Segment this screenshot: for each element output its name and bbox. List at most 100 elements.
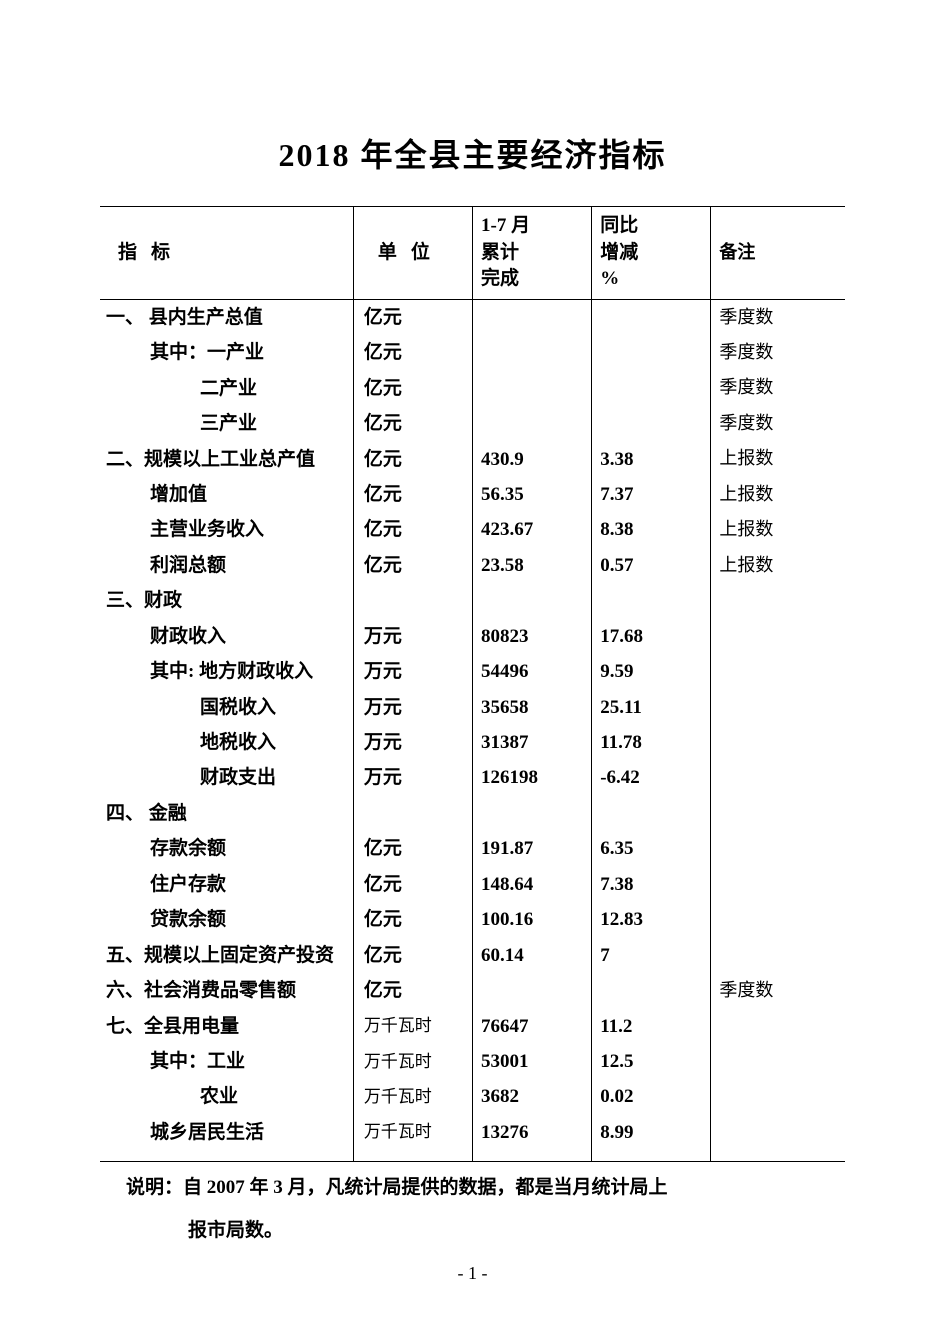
header-change: 同比增减% (592, 207, 711, 300)
cell-change (592, 583, 711, 618)
cell-change: 8.99 (592, 1115, 711, 1162)
cell-indicator: 城乡居民生活 (100, 1115, 353, 1162)
cell-note (711, 654, 845, 689)
cell-change (592, 299, 711, 335)
cell-indicator: 增加值 (100, 477, 353, 512)
cell-change: 0.57 (592, 548, 711, 583)
cell-note (711, 1009, 845, 1044)
cell-note: 上报数 (711, 548, 845, 583)
cell-indicator: 其中: 地方财政收入 (100, 654, 353, 689)
cell-unit: 万元 (353, 690, 472, 725)
cell-value (473, 406, 592, 441)
cell-value: 13276 (473, 1115, 592, 1162)
cell-indicator: 五、规模以上固定资产投资 (100, 938, 353, 973)
cell-indicator: 财政支出 (100, 760, 353, 795)
table-row: 三、财政 (100, 583, 845, 618)
cell-indicator: 一、 县内生产总值 (100, 299, 353, 335)
cell-note (711, 583, 845, 618)
cell-note: 季度数 (711, 371, 845, 406)
cell-unit: 亿元 (353, 831, 472, 866)
cell-indicator: 农业 (100, 1079, 353, 1114)
table-row: 其中：一产业亿元季度数 (100, 335, 845, 370)
cell-indicator: 贷款余额 (100, 902, 353, 937)
cell-note (711, 796, 845, 831)
cell-value: 35658 (473, 690, 592, 725)
table-row: 贷款余额亿元100.1612.83 (100, 902, 845, 937)
header-note: 备注 (711, 207, 845, 300)
cell-note (711, 1079, 845, 1114)
table-row: 农业万千瓦时36820.02 (100, 1079, 845, 1114)
cell-unit: 万千瓦时 (353, 1009, 472, 1044)
cell-note (711, 938, 845, 973)
page-number: - 1 - (0, 1263, 945, 1284)
header-value: 1-7 月累计完成 (473, 207, 592, 300)
cell-value (473, 583, 592, 618)
page-title: 2018 年全县主要经济指标 (100, 130, 845, 176)
table-row: 主营业务收入亿元423.678.38上报数 (100, 512, 845, 547)
table-row: 利润总额亿元23.580.57上报数 (100, 548, 845, 583)
table-header-row: 指标 单位 1-7 月累计完成 同比增减% 备注 (100, 207, 845, 300)
table-row: 四、 金融 (100, 796, 845, 831)
table-row: 二产业亿元 季度数 (100, 371, 845, 406)
cell-unit: 亿元 (353, 867, 472, 902)
table-row: 国税收入万元3565825.11 (100, 690, 845, 725)
cell-unit: 亿元 (353, 299, 472, 335)
cell-indicator: 其中：一产业 (100, 335, 353, 370)
cell-change: 17.68 (592, 619, 711, 654)
cell-value: 23.58 (473, 548, 592, 583)
cell-change: 8.38 (592, 512, 711, 547)
cell-unit: 亿元 (353, 371, 472, 406)
cell-change: -6.42 (592, 760, 711, 795)
cell-unit: 亿元 (353, 512, 472, 547)
table-row: 一、 县内生产总值亿元 季度数 (100, 299, 845, 335)
cell-value: 80823 (473, 619, 592, 654)
cell-value: 76647 (473, 1009, 592, 1044)
cell-change (592, 335, 711, 370)
cell-change: 12.83 (592, 902, 711, 937)
cell-value (473, 335, 592, 370)
table-row: 财政支出万元126198-6.42 (100, 760, 845, 795)
cell-change: 7 (592, 938, 711, 973)
table-row: 其中：工业万千瓦时5300112.5 (100, 1044, 845, 1079)
cell-unit (353, 796, 472, 831)
cell-note (711, 690, 845, 725)
cell-change: 11.78 (592, 725, 711, 760)
explanation-line1: 说明：自 2007 年 3 月，凡统计局提供的数据，都是当月统计局上 (100, 1172, 845, 1204)
cell-value: 60.14 (473, 938, 592, 973)
cell-value (473, 371, 592, 406)
cell-unit: 亿元 (353, 938, 472, 973)
cell-note (711, 867, 845, 902)
cell-indicator: 七、全县用电量 (100, 1009, 353, 1044)
cell-unit: 万元 (353, 760, 472, 795)
cell-unit: 亿元 (353, 548, 472, 583)
cell-unit: 亿元 (353, 442, 472, 477)
cell-indicator: 二、规模以上工业总产值 (100, 442, 353, 477)
table-row: 住户存款亿元148.647.38 (100, 867, 845, 902)
table-row: 财政收入万元8082317.68 (100, 619, 845, 654)
cell-indicator: 住户存款 (100, 867, 353, 902)
cell-indicator: 二产业 (100, 371, 353, 406)
explanation-line2: 报市局数。 (100, 1215, 845, 1247)
table-row: 三产业亿元季度数 (100, 406, 845, 441)
cell-indicator: 存款余额 (100, 831, 353, 866)
header-unit: 单位 (364, 242, 444, 263)
cell-indicator: 三产业 (100, 406, 353, 441)
table-row: 六、社会消费品零售额亿元季度数 (100, 973, 845, 1008)
cell-value (473, 299, 592, 335)
table-row: 五、规模以上固定资产投资亿元60.147 (100, 938, 845, 973)
cell-unit: 万元 (353, 654, 472, 689)
cell-value: 100.16 (473, 902, 592, 937)
cell-change (592, 973, 711, 1008)
cell-unit: 亿元 (353, 477, 472, 512)
cell-change (592, 371, 711, 406)
economic-indicators-table: 指标 单位 1-7 月累计完成 同比增减% 备注 一、 县内生产总值亿元季度数其… (100, 206, 845, 1162)
cell-note (711, 831, 845, 866)
cell-change: 3.38 (592, 442, 711, 477)
cell-indicator: 其中：工业 (100, 1044, 353, 1079)
table-row: 城乡居民生活万千瓦时132768.99 (100, 1115, 845, 1162)
cell-value: 31387 (473, 725, 592, 760)
cell-indicator: 四、 金融 (100, 796, 353, 831)
cell-change: 12.5 (592, 1044, 711, 1079)
cell-note: 季度数 (711, 299, 845, 335)
cell-unit (353, 583, 472, 618)
